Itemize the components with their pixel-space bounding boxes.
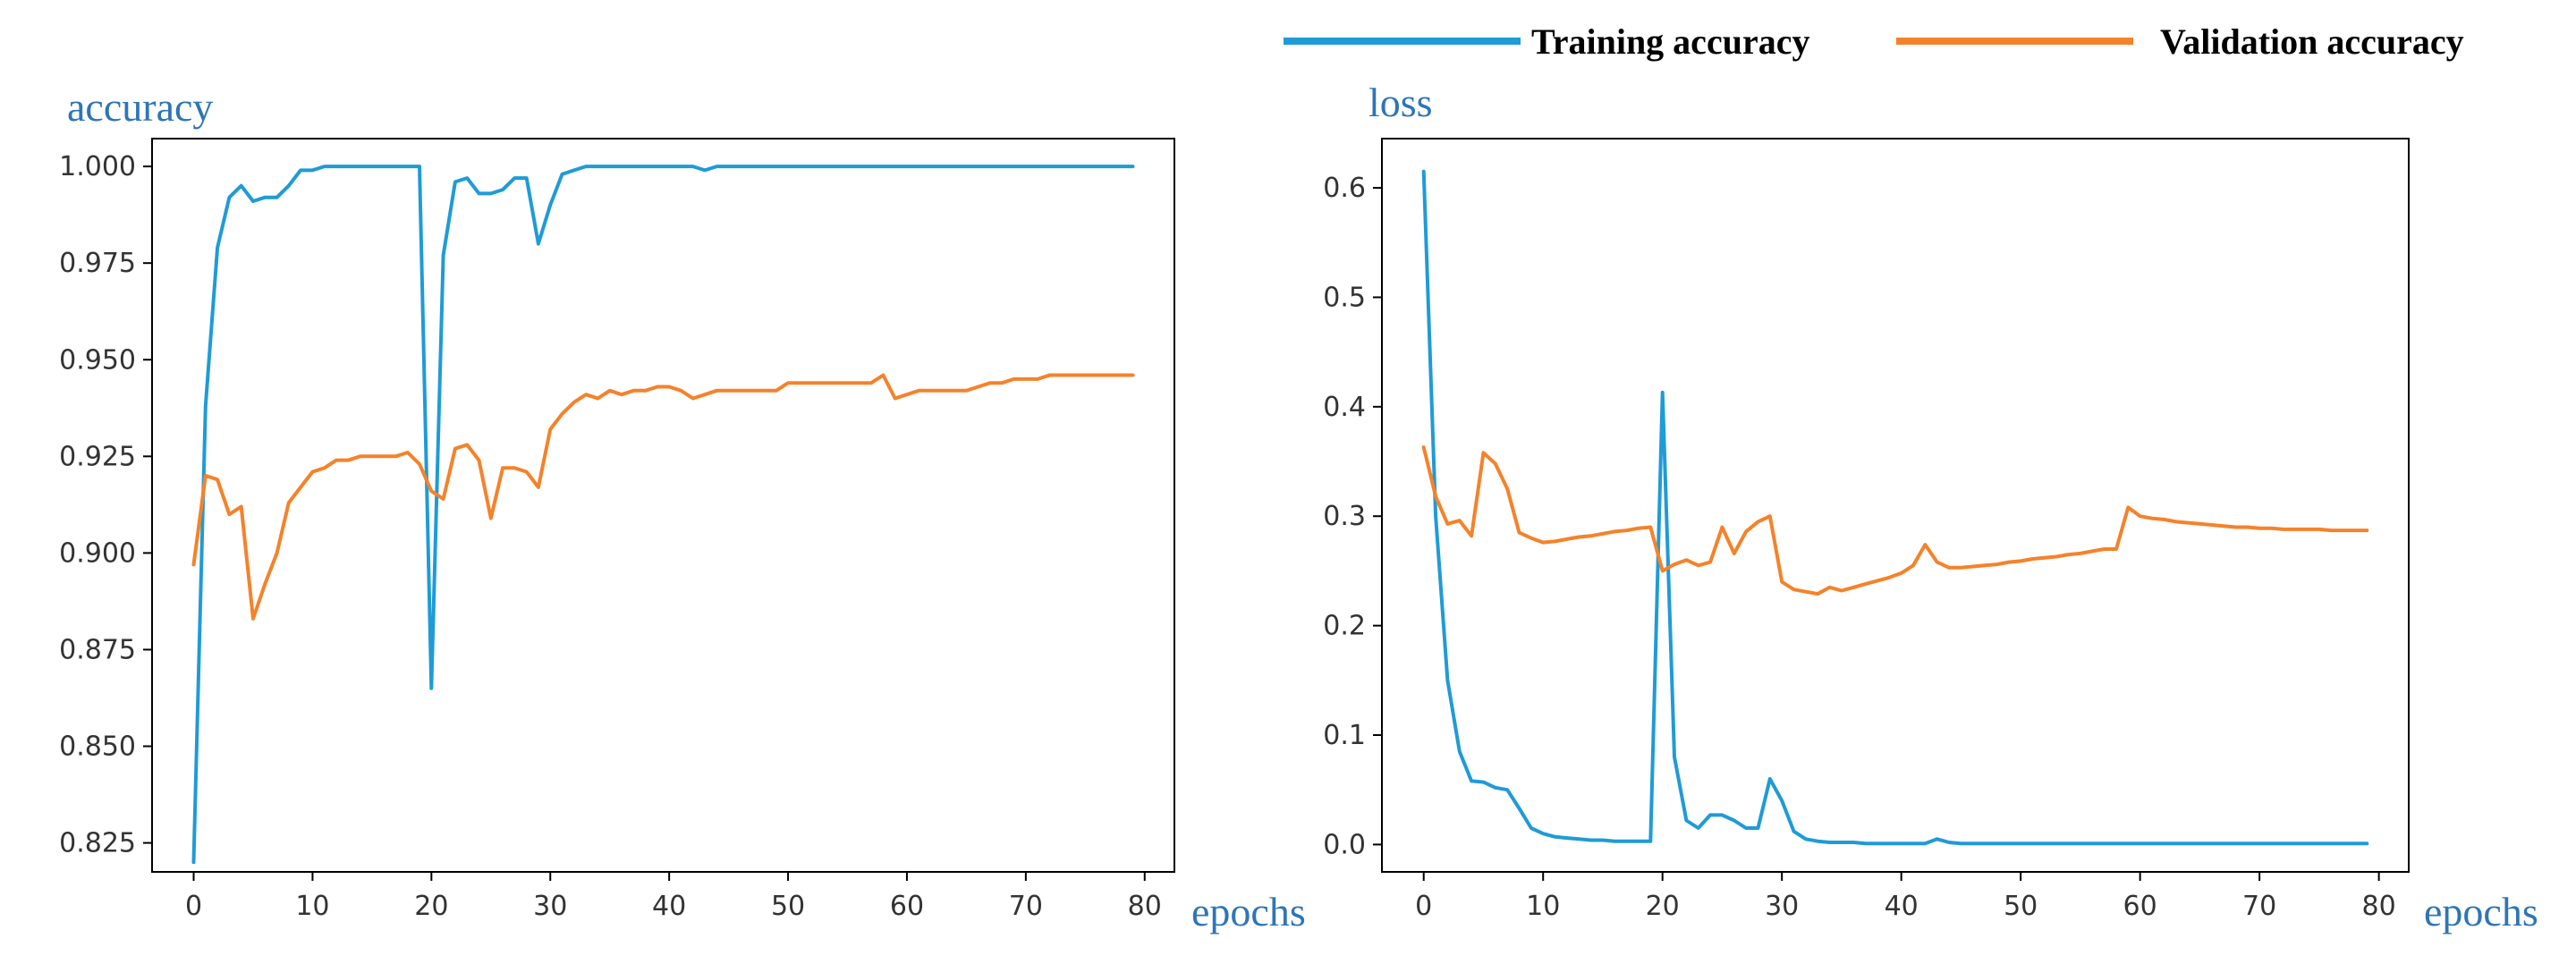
accuracy-y-tick-label: 0.875 (59, 634, 136, 665)
accuracy-y-tick-label: 0.950 (59, 344, 136, 376)
accuracy-y-tick-label: 1.000 (59, 151, 136, 182)
loss-y-tick-label: 0.0 (1323, 829, 1366, 860)
accuracy-x-tick-label: 20 (414, 891, 448, 922)
loss-x-tick-label: 10 (1526, 891, 1560, 922)
loss-x-tick-label: 50 (2004, 891, 2038, 922)
accuracy-x-tick-label: 40 (652, 891, 686, 922)
loss-y-tick-label: 0.2 (1323, 611, 1366, 642)
accuracy-x-tick-label: 0 (185, 891, 202, 922)
accuracy-x-tick-label: 80 (1128, 891, 1162, 922)
accuracy-series-training-line (191, 165, 1135, 865)
accuracy-x-tick-label: 30 (533, 891, 567, 922)
loss-series-validation-line (1421, 445, 2369, 596)
loss-x-tick-label: 60 (2123, 891, 2157, 922)
accuracy-y-tick-label: 0.900 (59, 537, 136, 569)
loss-y-tick-label: 0.1 (1323, 720, 1366, 751)
loss-x-tick-label: 30 (1765, 891, 1799, 922)
loss-x-axis-label: epochs (2424, 889, 2538, 934)
loss-x-tick-label: 70 (2242, 891, 2276, 922)
accuracy-chart: accuracy epochs 0.825 0.850 0.875 0.900 0.92… (59, 84, 1306, 934)
accuracy-y-tick-label: 0.850 (59, 731, 136, 763)
accuracy-x-axis-label: epochs (1191, 889, 1306, 934)
loss-y-tick-label: 0.3 (1323, 501, 1366, 532)
accuracy-y-tick-label: 0.925 (59, 441, 136, 472)
accuracy-x-tick-label: 50 (771, 891, 805, 922)
loss-chart: loss epochs 0.0 0.1 0.2 0.3 0.4 0.5 0.6 0 10 20 30… (1323, 80, 2538, 934)
legend-label-training: Training accuracy (1531, 21, 1809, 62)
loss-y-tick-label: 0.4 (1323, 392, 1366, 423)
loss-x-tick-label: 0 (1415, 891, 1432, 922)
accuracy-y-tick-label: 0.825 (59, 828, 136, 859)
loss-y-tick-label: 0.6 (1323, 173, 1366, 204)
accuracy-plot-frame (151, 138, 1175, 873)
loss-x-tick-label: 20 (1646, 891, 1680, 922)
accuracy-y-axis-label: accuracy (67, 84, 213, 130)
loss-x-tick-label: 40 (1885, 891, 1919, 922)
loss-x-tick-label: 80 (2362, 891, 2396, 922)
accuracy-series-validation-line (191, 373, 1135, 621)
legend-label-validation: Validation accuracy (2160, 21, 2464, 62)
loss-series-training-line (1421, 169, 2369, 846)
legend: Training accuracy Validation accuracy (1284, 21, 2464, 62)
accuracy-x-tick-label: 70 (1009, 891, 1043, 922)
accuracy-x-tick-label: 10 (295, 891, 329, 922)
loss-y-axis-label: loss (1368, 80, 1433, 125)
accuracy-y-tick-label: 0.975 (59, 248, 136, 279)
accuracy-x-tick-label: 60 (890, 891, 924, 922)
loss-plot-frame (1381, 138, 2410, 873)
loss-y-tick-label: 0.5 (1323, 282, 1366, 313)
